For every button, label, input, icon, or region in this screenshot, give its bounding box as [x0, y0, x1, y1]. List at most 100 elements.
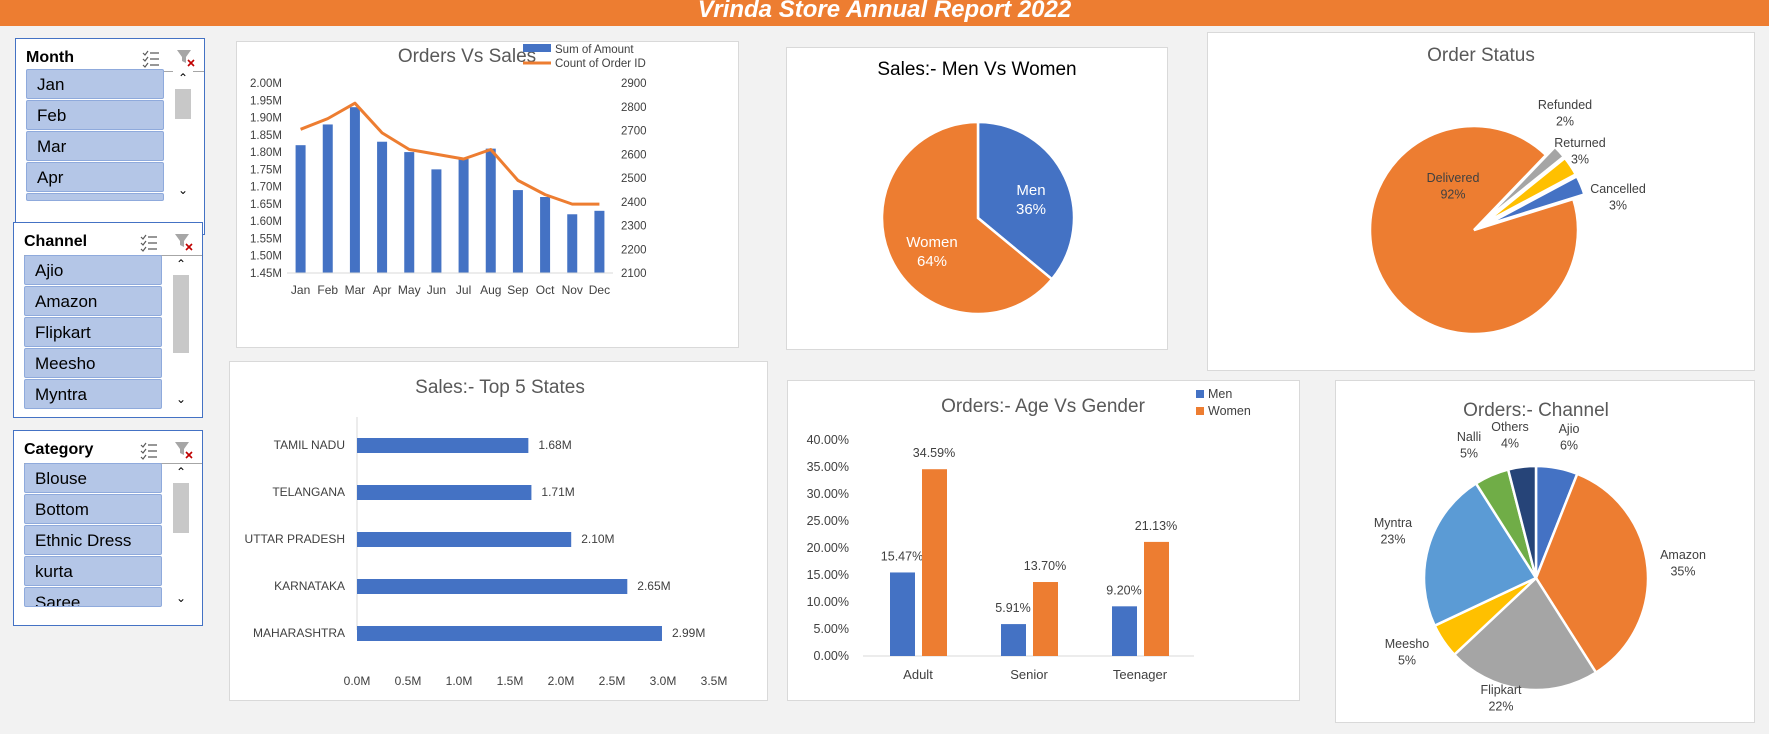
slicer-item-partial[interactable] — [26, 193, 164, 201]
age-vs-gender-panel: Orders:- Age Vs Gender Men Women 40.00% 35.0… — [787, 380, 1300, 701]
slicer-item-mar[interactable]: Mar — [26, 131, 164, 161]
top-5-states-panel: Sales:- Top 5 States TAMIL NADU 1.68M TELAN… — [229, 361, 768, 701]
y-tick-label: 2.00M — [250, 78, 282, 90]
slicer-item-meesho[interactable]: Meesho — [24, 348, 162, 378]
scroll-down-icon[interactable]: ⌄ — [177, 183, 189, 197]
slice-label-cancelled: Cancelled — [1590, 182, 1646, 196]
scroll-up-icon[interactable]: ⌃ — [177, 71, 189, 85]
y2-tick-label: 2800 — [621, 102, 647, 114]
slicer-header: Channel — [24, 229, 202, 256]
bar-feb — [322, 124, 333, 273]
slice-pct-flipkart: 22% — [1488, 700, 1513, 714]
slicer-item-apr[interactable]: Apr — [26, 162, 164, 192]
clear-filter-icon[interactable] — [174, 440, 194, 460]
y-tick-label: 1.60M — [250, 216, 282, 228]
top-5-states-chart: Sales:- Top 5 States TAMIL NADU 1.68M TELAN… — [245, 377, 728, 688]
slicer-item-amazon[interactable]: Amazon — [24, 286, 162, 316]
slicer-item-ajio[interactable]: Ajio — [24, 255, 162, 285]
slice-pct-myntra: 23% — [1380, 533, 1405, 547]
slicer-item-blouse[interactable]: Blouse — [24, 463, 162, 493]
slice-pct-cancelled: 3% — [1609, 199, 1627, 213]
y-tick-label: 1.90M — [250, 113, 282, 125]
x-tick-label: 1.5M — [497, 674, 524, 688]
slicer-item-feb[interactable]: Feb — [26, 100, 164, 130]
data-label: 9.20% — [1106, 583, 1141, 597]
orders-vs-sales-panel: Orders Vs Sales Sum of Amount Count of Ord… — [236, 41, 739, 348]
bar-uttar-pradesh — [357, 532, 572, 547]
x-tick-label: Sep — [507, 283, 529, 297]
y2-tick-label: 2600 — [621, 149, 647, 161]
bar-senior-women — [1033, 582, 1058, 656]
slicer-item-flipkart[interactable]: Flipkart — [24, 317, 162, 347]
data-label: 2.99M — [672, 626, 705, 640]
scroll-down-icon[interactable]: ⌄ — [175, 392, 187, 406]
slicer-scrollbar[interactable]: ⌃ ⌄ — [173, 71, 193, 199]
y-tick-label: 30.00% — [807, 487, 849, 501]
slicer-item-bottom[interactable]: Bottom — [24, 494, 162, 524]
data-label: 2.10M — [581, 532, 614, 546]
legend-swatch-men — [1196, 390, 1204, 398]
data-label: 13.70% — [1024, 559, 1066, 573]
slicer-item-ethnic-dress[interactable]: Ethnic Dress — [24, 525, 162, 555]
slice-pct-nalli: 5% — [1460, 447, 1478, 461]
y-tick-label: TELANGANA — [272, 485, 345, 499]
y-tick-label: 1.70M — [250, 182, 282, 194]
multi-select-icon[interactable] — [139, 440, 159, 460]
x-tick-label: Jun — [427, 283, 446, 297]
slice-pct-women: 64% — [917, 253, 947, 270]
scroll-thumb[interactable] — [175, 89, 191, 119]
x-tick-label: Senior — [1010, 667, 1048, 682]
x-tick-label: 0.5M — [395, 674, 422, 688]
bar-jul — [458, 159, 469, 273]
slicer-item-jan[interactable]: Jan — [26, 69, 164, 99]
x-tick-label: Feb — [317, 283, 338, 297]
slicer-scrollbar[interactable]: ⌃ ⌄ — [171, 257, 191, 409]
bar-tamil-nadu — [357, 438, 529, 453]
scroll-down-icon[interactable]: ⌄ — [175, 591, 187, 605]
clear-filter-icon[interactable] — [174, 232, 194, 252]
order-status-panel: Order Status Cancelled 3% Delivered 92% Refun… — [1207, 32, 1755, 371]
clear-filter-icon[interactable] — [176, 48, 196, 68]
slicer-item-kurta[interactable]: kurta — [24, 556, 162, 586]
slice-cancelled — [1484, 174, 1586, 227]
y-tick-label: 35.00% — [807, 460, 849, 474]
category-slicer: Category Blouse Bottom Ethnic Dress kurt… — [13, 430, 203, 626]
slice-label-ajio: Ajio — [1559, 422, 1580, 436]
slice-label-flipkart: Flipkart — [1481, 683, 1523, 697]
y-tick-label: 20.00% — [807, 541, 849, 555]
slicer-scrollbar[interactable]: ⌃ ⌄ — [171, 465, 191, 609]
scroll-up-icon[interactable]: ⌃ — [175, 465, 187, 479]
slice-flipkart — [1452, 576, 1598, 692]
slice-pct-returned: 3% — [1571, 153, 1589, 167]
scroll-up-icon[interactable]: ⌃ — [175, 257, 187, 271]
slice-myntra — [1422, 481, 1538, 628]
x-tick-label: Oct — [536, 283, 555, 297]
chart-title: Orders:- Channel — [1463, 400, 1609, 421]
data-label: 21.13% — [1135, 519, 1177, 533]
slice-pct-refunded: 2% — [1556, 115, 1574, 129]
multi-select-icon[interactable] — [141, 48, 161, 68]
slice-pct-delivered: 92% — [1440, 188, 1465, 202]
men-vs-women-panel: Sales:- Men Vs Women Men 36% Women 64% — [786, 47, 1168, 350]
y-tick-label: 1.65M — [250, 199, 282, 211]
bar-sep — [512, 190, 523, 273]
y-tick-label: 25.00% — [807, 514, 849, 528]
slicer-item-saree[interactable]: Saree — [24, 587, 162, 607]
slicer-header: Month — [26, 45, 204, 72]
x-tick-label: Aug — [480, 283, 501, 297]
x-tick-label: 2.5M — [599, 674, 626, 688]
channel-slicer: Channel Ajio Amazon Flipkart Meesho Mynt… — [13, 222, 203, 418]
slice-refunded — [1481, 145, 1566, 223]
x-tick-label: Mar — [345, 283, 366, 297]
slice-label-myntra: Myntra — [1374, 516, 1412, 530]
slice-label-others: Others — [1491, 420, 1529, 434]
slicer-item-myntra[interactable]: Myntra — [24, 379, 162, 409]
data-label: 15.47% — [881, 549, 923, 563]
chart-title: Orders:- Age Vs Gender — [941, 396, 1145, 417]
scroll-thumb[interactable] — [173, 483, 189, 533]
scroll-thumb[interactable] — [173, 275, 189, 353]
multi-select-icon[interactable] — [139, 232, 159, 252]
slice-label-women: Women — [906, 234, 957, 251]
bar-aug — [485, 148, 496, 273]
